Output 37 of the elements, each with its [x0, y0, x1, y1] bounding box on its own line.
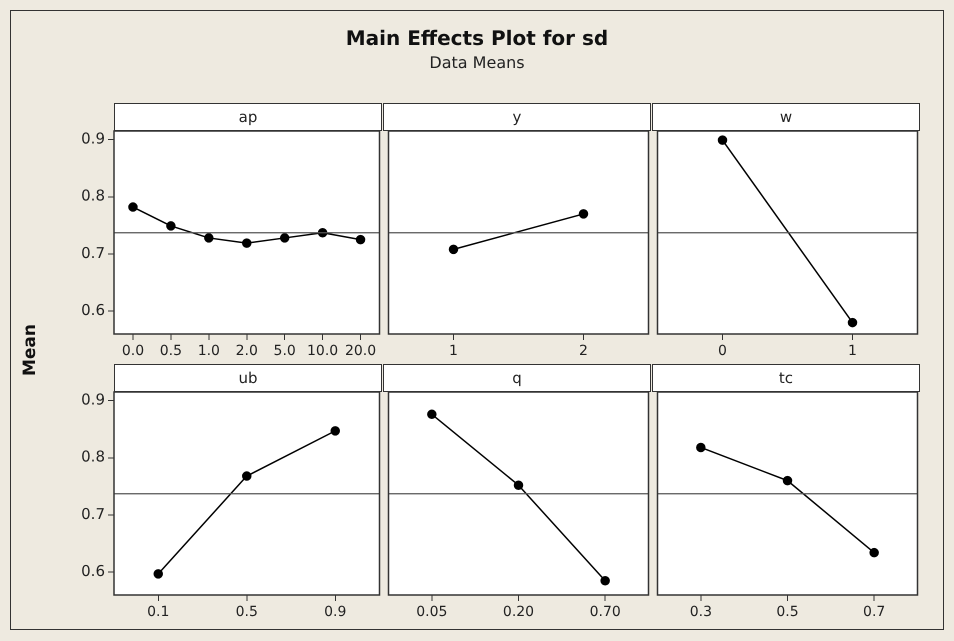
x-tick-label: 1 [449, 343, 458, 360]
y-tick-label: 0.7 [81, 504, 105, 523]
x-tick-label: 0.3 [690, 604, 712, 620]
chart-title: tc [652, 364, 920, 392]
chart-title: y [383, 103, 651, 131]
x-tick-label: 0.5 [236, 604, 258, 620]
y-tick-label: 0.7 [81, 244, 105, 262]
chart-title: q [383, 364, 651, 392]
chart-title: ap [114, 103, 382, 131]
y-tick-label: 0.9 [81, 129, 105, 148]
y-tick-label: 0.9 [81, 390, 105, 408]
text: Data Means [428, 53, 526, 72]
x-tick-label: 0.5 [776, 604, 799, 620]
x-tick-label: 0.9 [324, 604, 346, 620]
x-tick-label: 10.0 [307, 343, 338, 360]
x-tick-label: 20.0 [344, 343, 376, 360]
x-tick-label: 1 [848, 343, 857, 360]
text: Mean [20, 324, 40, 376]
y-tick-label: 0.6 [81, 562, 105, 580]
x-tick-label: 0.1 [147, 604, 170, 620]
x-tick-label: 1.0 [198, 343, 220, 360]
y-tick-label: 0.8 [81, 186, 105, 205]
x-tick-label: 0.5 [160, 343, 182, 360]
x-tick-label: 0 [718, 343, 727, 360]
x-tick-label: 0.20 [502, 604, 534, 620]
x-tick-label: 2.0 [236, 343, 258, 360]
y-tick-label: 0.6 [81, 301, 105, 320]
x-tick-label: 0.7 [863, 604, 886, 620]
text: Main Effects Plot for sd [344, 26, 610, 50]
x-tick-label: 2 [579, 343, 588, 360]
x-tick-label: 0.70 [590, 604, 621, 620]
chart-title: w [652, 103, 920, 131]
x-tick-label: 0.0 [122, 343, 144, 360]
y-tick-label: 0.8 [81, 448, 105, 466]
chart-title: ub [114, 364, 382, 392]
x-tick-label: 0.05 [416, 604, 448, 620]
x-tick-label: 5.0 [274, 343, 296, 360]
